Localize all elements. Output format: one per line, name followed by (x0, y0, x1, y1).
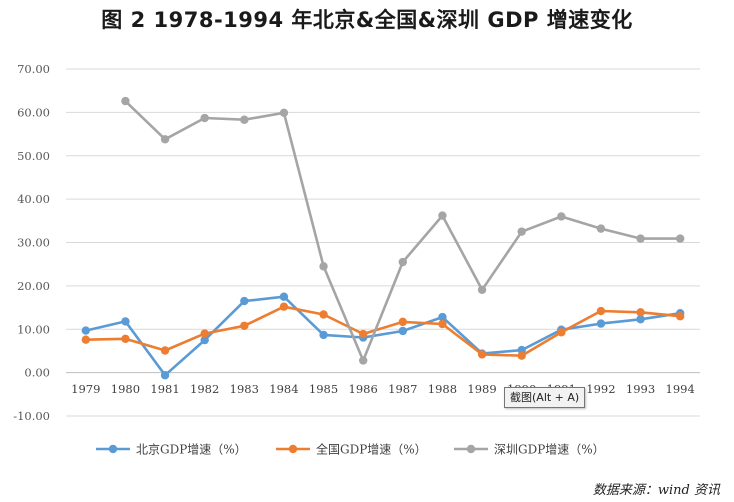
data-point (517, 351, 526, 360)
data-point (398, 326, 408, 336)
data-point (160, 371, 170, 380)
legend-label: 全国GDP增速（%） (316, 442, 427, 457)
data-point (240, 115, 249, 124)
x-tick-label: 1983 (230, 382, 259, 396)
data-point (477, 350, 487, 359)
data-point (279, 108, 289, 118)
x-tick-label: 1988 (428, 382, 457, 396)
y-tick-label: 10.00 (17, 322, 50, 336)
data-point (279, 292, 289, 301)
screenshot-tooltip: 截图(Alt + A) (504, 387, 586, 408)
data-point (319, 310, 328, 319)
data-point (398, 257, 408, 267)
x-tick-label: 1986 (349, 382, 378, 396)
data-point (636, 234, 645, 243)
data-point (319, 330, 328, 340)
y-tick-label: 0.00 (24, 366, 50, 380)
legend-marker (288, 444, 298, 454)
data-point (557, 328, 566, 337)
data-point (636, 308, 645, 317)
data-point (200, 329, 209, 338)
data-point (319, 262, 328, 271)
data-point (675, 234, 685, 243)
data-point (438, 211, 447, 220)
data-point (398, 317, 408, 327)
data-point (596, 319, 606, 328)
series-line (85, 305, 681, 357)
y-tick-label: 50.00 (17, 149, 50, 163)
x-tick-label: 1985 (309, 382, 338, 396)
legend-marker (108, 444, 118, 454)
data-point (81, 335, 91, 344)
data-point (675, 312, 685, 321)
data-point (121, 334, 130, 343)
data-point (557, 212, 566, 221)
data-point (200, 335, 209, 345)
legend-label: 深圳GDP增速（%） (494, 443, 605, 457)
y-axis-ticks: 70.00 60.00 50.00 40.00 30.00 20.00 10.00 0.00 -… (13, 62, 50, 423)
x-tick-label: 1989 (467, 382, 496, 396)
data-point (438, 312, 447, 322)
y-tick-label: -10.00 (13, 409, 50, 423)
y-tick-label: 20.00 (17, 279, 50, 293)
data-point (596, 306, 606, 316)
x-tick-label: 1984 (269, 382, 298, 396)
data-point (517, 227, 526, 236)
series-line (85, 295, 681, 377)
x-tick-label: 1994 (666, 382, 695, 396)
data-point (438, 319, 447, 329)
data-point (160, 135, 170, 144)
data-point (121, 96, 130, 106)
legend-label: 北京GDP增速（%） (136, 443, 247, 457)
chart-title: 图 2 1978-1994 年北京&全国&深圳 GDP 增速变化 (101, 8, 633, 32)
data-point (81, 326, 91, 335)
legend-marker (466, 444, 476, 454)
data-point (596, 224, 606, 233)
x-tick-label: 1982 (190, 382, 219, 396)
data-point (279, 302, 289, 311)
legend: 北京GDP增速（%） 全国GDP增速（%） 深圳GDP增速（%） (96, 442, 605, 457)
data-point (160, 346, 170, 355)
y-tick-label: 60.00 (17, 105, 50, 119)
y-tick-label: 70.00 (17, 62, 50, 76)
y-tick-label: 30.00 (17, 236, 50, 250)
data-point (200, 113, 209, 123)
data-point (240, 321, 249, 330)
data-point (121, 317, 130, 326)
x-tick-label: 1980 (111, 382, 140, 396)
x-tick-label: 1979 (71, 382, 100, 396)
series-layer (81, 96, 685, 380)
data-point (358, 329, 368, 339)
x-tick-label: 1992 (586, 382, 615, 396)
x-tick-label: 1987 (388, 382, 417, 396)
y-tick-label: 40.00 (17, 192, 50, 206)
x-tick-label: 1981 (150, 382, 179, 396)
data-source-note: 数据来源：wind 资讯 (592, 483, 720, 498)
data-point (636, 315, 645, 324)
x-tick-label: 1993 (626, 382, 655, 396)
data-point (358, 356, 368, 365)
data-point (240, 296, 249, 306)
x-axis-ticks: 1979 1980 1981 1982 1983 1984 1985 1986 1987 1988… (71, 382, 695, 396)
data-point (477, 285, 487, 294)
gridlines (66, 68, 700, 417)
